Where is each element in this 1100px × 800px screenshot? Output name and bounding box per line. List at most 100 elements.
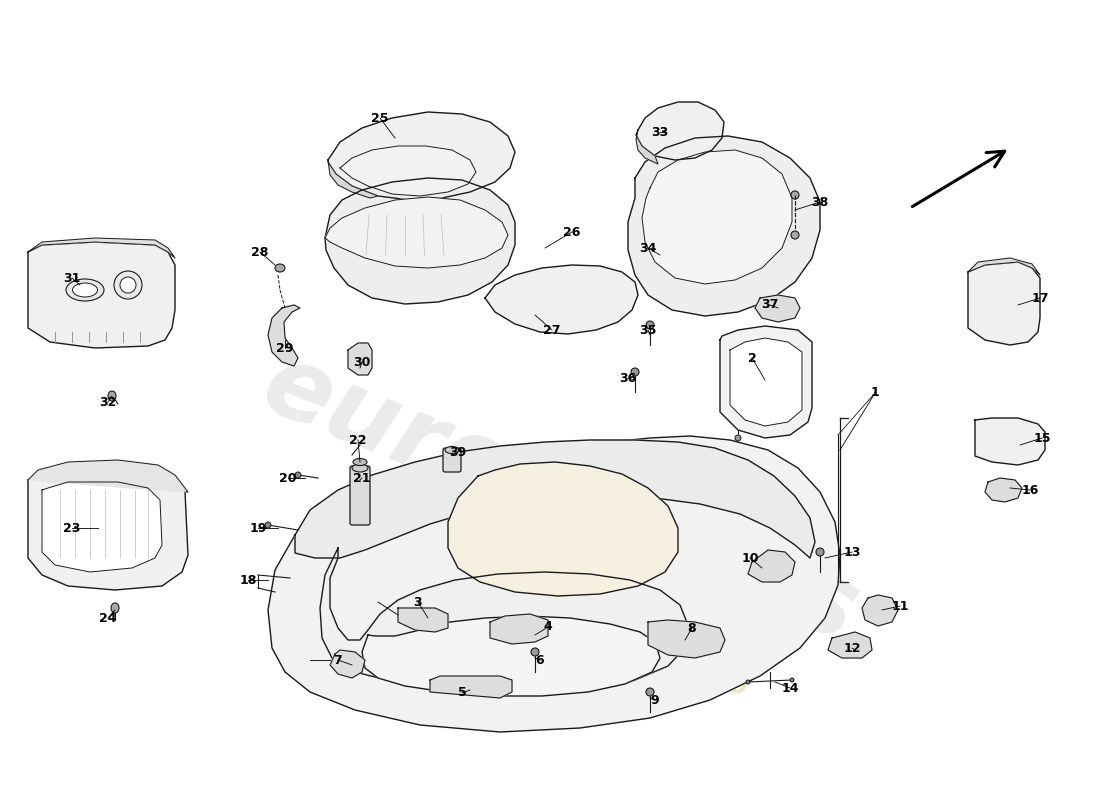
- Polygon shape: [295, 440, 815, 558]
- Ellipse shape: [108, 391, 115, 401]
- Text: 35: 35: [639, 323, 657, 337]
- Text: 28: 28: [251, 246, 268, 258]
- Ellipse shape: [352, 464, 368, 472]
- Circle shape: [265, 522, 271, 528]
- Polygon shape: [28, 242, 175, 348]
- Text: 25: 25: [372, 111, 388, 125]
- Polygon shape: [348, 343, 372, 375]
- Polygon shape: [328, 112, 515, 200]
- Ellipse shape: [446, 446, 459, 454]
- Polygon shape: [968, 258, 1040, 275]
- Polygon shape: [628, 136, 820, 316]
- Circle shape: [746, 680, 750, 684]
- Text: 26: 26: [563, 226, 581, 238]
- Polygon shape: [490, 614, 548, 644]
- Circle shape: [790, 678, 794, 682]
- Polygon shape: [448, 462, 678, 596]
- Ellipse shape: [275, 264, 285, 272]
- Text: 27: 27: [543, 323, 561, 337]
- Text: 14: 14: [781, 682, 799, 694]
- Circle shape: [120, 277, 136, 293]
- Ellipse shape: [111, 603, 119, 613]
- Text: 12: 12: [844, 642, 860, 654]
- Text: 17: 17: [1032, 291, 1048, 305]
- Text: 23: 23: [64, 522, 80, 534]
- Polygon shape: [968, 262, 1040, 345]
- Text: 24: 24: [99, 611, 117, 625]
- Polygon shape: [720, 326, 812, 438]
- Polygon shape: [328, 160, 378, 198]
- Polygon shape: [648, 620, 725, 658]
- Text: 10: 10: [741, 551, 759, 565]
- Circle shape: [735, 435, 741, 441]
- Circle shape: [646, 321, 654, 329]
- Text: 37: 37: [761, 298, 779, 311]
- Circle shape: [631, 368, 639, 376]
- Text: eurospares: eurospares: [249, 337, 871, 663]
- Text: 16: 16: [1021, 483, 1038, 497]
- Text: 29: 29: [276, 342, 294, 354]
- Circle shape: [114, 271, 142, 299]
- Polygon shape: [268, 305, 300, 366]
- Polygon shape: [340, 146, 476, 196]
- Polygon shape: [975, 418, 1045, 465]
- Polygon shape: [755, 295, 800, 322]
- Text: 1: 1: [870, 386, 879, 399]
- Text: 30: 30: [353, 355, 371, 369]
- Polygon shape: [324, 197, 508, 268]
- Polygon shape: [828, 632, 872, 658]
- Text: 7: 7: [333, 654, 342, 666]
- Polygon shape: [28, 238, 175, 258]
- Circle shape: [791, 231, 799, 239]
- Text: 32: 32: [99, 395, 117, 409]
- Text: 2: 2: [748, 351, 757, 365]
- Polygon shape: [430, 676, 512, 698]
- Text: 21: 21: [353, 471, 371, 485]
- Text: 5: 5: [458, 686, 466, 699]
- Ellipse shape: [66, 279, 104, 301]
- Text: 9: 9: [651, 694, 659, 706]
- Text: 11: 11: [891, 599, 909, 613]
- Text: 33: 33: [651, 126, 669, 138]
- Text: 22: 22: [350, 434, 366, 446]
- Text: 20: 20: [279, 471, 297, 485]
- Polygon shape: [642, 150, 792, 284]
- Text: 8: 8: [688, 622, 696, 634]
- FancyBboxPatch shape: [443, 448, 461, 472]
- Polygon shape: [636, 130, 658, 164]
- Polygon shape: [330, 650, 365, 678]
- Polygon shape: [28, 465, 188, 590]
- Circle shape: [646, 688, 654, 696]
- Circle shape: [295, 472, 301, 478]
- Text: 36: 36: [619, 371, 637, 385]
- Polygon shape: [320, 548, 688, 695]
- Text: a passion since 1985: a passion since 1985: [363, 516, 757, 704]
- Text: 31: 31: [64, 271, 80, 285]
- Polygon shape: [268, 436, 840, 732]
- Text: 6: 6: [536, 654, 544, 666]
- Polygon shape: [28, 460, 188, 492]
- Polygon shape: [730, 338, 802, 426]
- FancyBboxPatch shape: [350, 466, 370, 525]
- Text: 13: 13: [844, 546, 860, 558]
- Polygon shape: [324, 178, 515, 304]
- Ellipse shape: [73, 283, 98, 297]
- Text: 19: 19: [250, 522, 266, 534]
- Circle shape: [816, 548, 824, 556]
- Polygon shape: [748, 550, 795, 582]
- Text: 39: 39: [450, 446, 466, 458]
- Text: 38: 38: [812, 195, 828, 209]
- Text: 15: 15: [1033, 431, 1050, 445]
- Text: 4: 4: [543, 621, 552, 634]
- Polygon shape: [485, 265, 638, 334]
- Polygon shape: [636, 102, 724, 160]
- Polygon shape: [862, 595, 898, 626]
- Circle shape: [531, 648, 539, 656]
- Circle shape: [791, 191, 799, 199]
- Text: 34: 34: [639, 242, 657, 254]
- Text: 18: 18: [240, 574, 256, 586]
- Polygon shape: [398, 608, 448, 632]
- Polygon shape: [362, 616, 660, 696]
- Polygon shape: [984, 478, 1022, 502]
- Text: 3: 3: [414, 595, 422, 609]
